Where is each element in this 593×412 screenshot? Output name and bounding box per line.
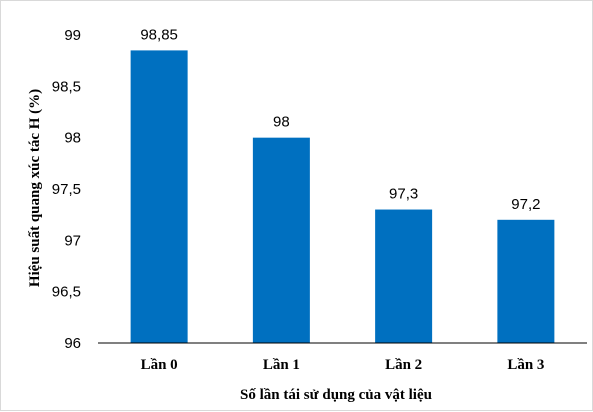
bars bbox=[130, 50, 555, 344]
y-tick-label: 96 bbox=[64, 335, 81, 352]
x-tick-label: Lần 3 bbox=[507, 357, 544, 373]
data-label: 97,3 bbox=[389, 186, 418, 203]
data-label: 98 bbox=[273, 114, 290, 131]
y-tick-label: 96,5 bbox=[52, 284, 81, 301]
y-axis-ticks: 96 96,5 97 97,5 98 98,5 99 bbox=[52, 27, 81, 352]
x-tick-label: Lần 1 bbox=[263, 357, 300, 373]
y-tick-label: 98,5 bbox=[52, 78, 81, 95]
bar bbox=[497, 219, 555, 343]
x-axis-title: Số lần tái sử dụng của vật liệu bbox=[240, 387, 432, 403]
y-tick-label: 99 bbox=[64, 27, 81, 44]
bar bbox=[375, 209, 433, 343]
y-axis-title: Hiệu suất quang xúc tác H (%) bbox=[27, 89, 43, 287]
x-axis-category-labels: Lần 0 Lần 1 Lần 2 Lần 3 bbox=[141, 357, 545, 373]
data-label: 97,2 bbox=[511, 196, 540, 213]
y-tick-label: 97 bbox=[64, 232, 81, 249]
x-tick-label: Lần 0 bbox=[141, 357, 178, 373]
data-label: 98,85 bbox=[140, 26, 178, 43]
y-tick-label: 98 bbox=[64, 130, 81, 147]
x-tick-label: Lần 2 bbox=[385, 357, 422, 373]
data-labels: 98,85 98 97,3 97,2 bbox=[140, 26, 540, 212]
y-tick-label: 97,5 bbox=[52, 181, 81, 198]
bar bbox=[130, 50, 188, 344]
bar bbox=[252, 137, 310, 343]
